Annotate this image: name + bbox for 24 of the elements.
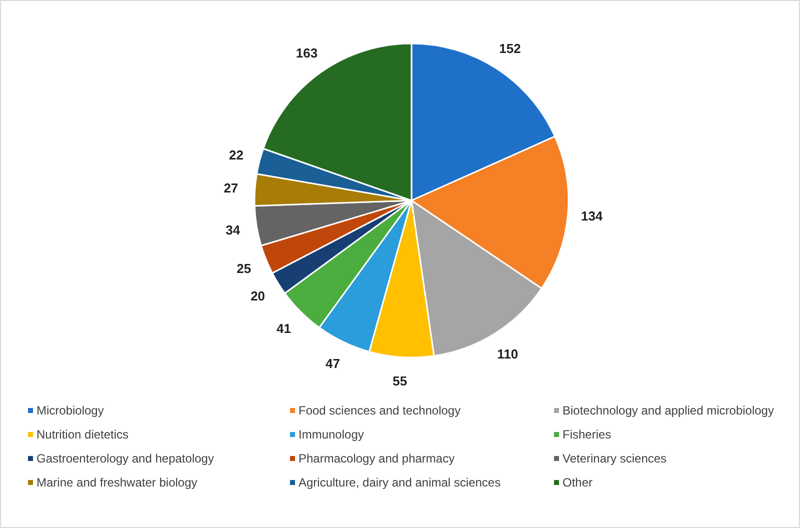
- legend-label: Microbiology: [36, 404, 104, 418]
- legend-label: Agriculture, dairy and animal sciences: [298, 476, 501, 490]
- legend-label: Pharmacology and pharmacy: [298, 452, 455, 466]
- data-label: 34: [226, 222, 241, 238]
- data-label: 110: [497, 346, 518, 362]
- data-label: 41: [276, 321, 291, 336]
- legend-label: Biotechnology and applied microbiology: [562, 404, 774, 418]
- data-label: 20: [250, 288, 266, 304]
- data-label: 134: [580, 208, 604, 224]
- legend-label: Nutrition dietetics: [36, 428, 129, 442]
- data-label: 163: [296, 45, 318, 60]
- legend-label: Immunology: [298, 428, 364, 442]
- legend-label: Fisheries: [562, 428, 612, 442]
- legend-label: Veterinary sciences: [562, 452, 667, 466]
- legend-label: Other: [562, 476, 593, 490]
- data-label: 47: [325, 356, 340, 371]
- legend-label: Marine and freshwater biology: [36, 476, 198, 490]
- data-label: 22: [229, 148, 244, 163]
- data-label: 152: [499, 41, 521, 56]
- legend-label: Gastroenterology and hepatology: [36, 452, 214, 466]
- data-label: 25: [236, 261, 252, 276]
- data-label: 55: [392, 374, 408, 389]
- data-label: 27: [224, 180, 238, 196]
- legend-label: Food sciences and technology: [298, 404, 461, 418]
